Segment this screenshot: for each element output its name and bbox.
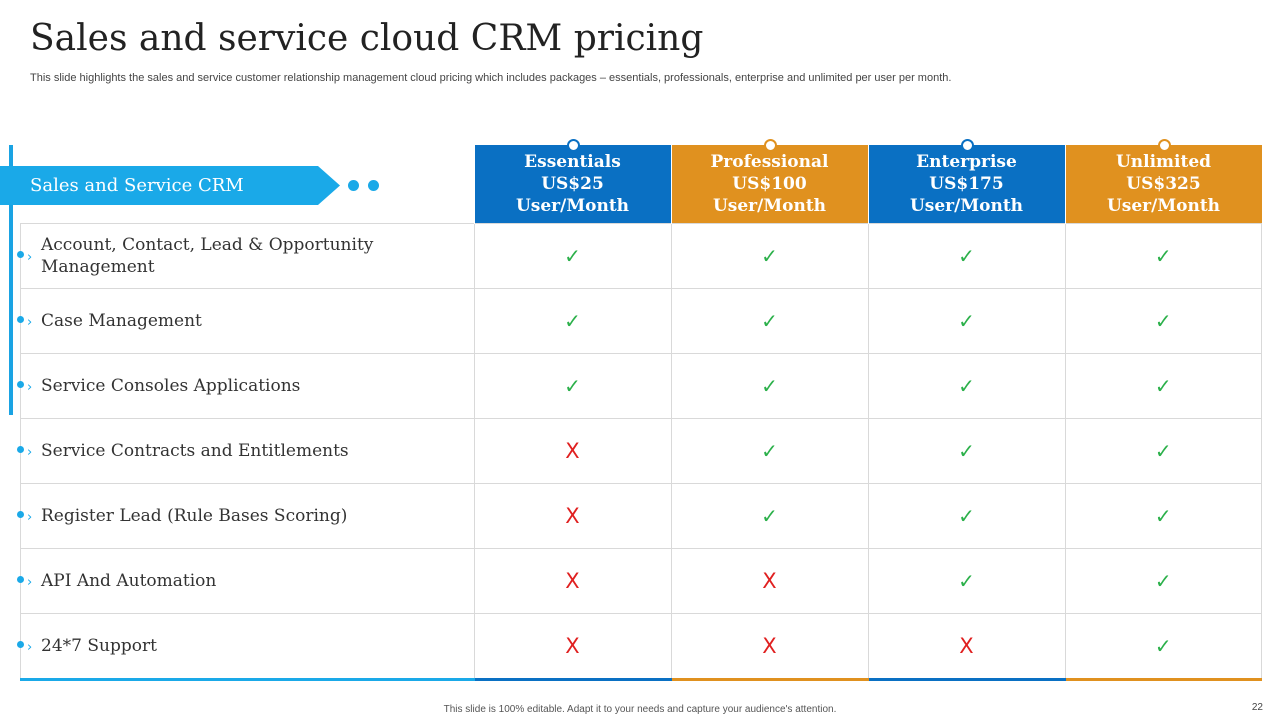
accent-vertical-bar	[9, 145, 13, 415]
plan-name: Unlimited	[1115, 152, 1212, 172]
availability-mark: ✓	[867, 288, 1066, 354]
availability-mark: ✓	[1064, 288, 1262, 354]
feature-label: Service Contracts and Entitlements	[41, 441, 349, 461]
bullet-dot-icon	[17, 576, 24, 583]
bullet-dot-icon	[17, 641, 24, 648]
plan-price: US$25	[541, 174, 604, 194]
pin-icon	[763, 139, 777, 152]
bullet-dot-icon	[17, 381, 24, 388]
pin-icon	[960, 139, 974, 152]
availability-mark: X	[867, 613, 1066, 681]
plan-name: Professional	[710, 152, 829, 172]
feature-cell: › Service Consoles Applications	[17, 353, 475, 419]
feature-label: 24*7 Support	[41, 636, 157, 656]
availability-mark: ✓	[867, 483, 1066, 549]
feature-cell: › API And Automation	[17, 548, 475, 614]
availability-mark: X	[473, 548, 672, 614]
availability-mark: ✓	[867, 418, 1066, 484]
plan-header-unlimited: Unlimited US$325 User/Month	[1064, 139, 1262, 224]
feature-label: Register Lead (Rule Bases Scoring)	[41, 506, 348, 526]
slide-subtitle: This slide highlights the sales and serv…	[30, 72, 952, 84]
availability-mark: ✓	[1064, 353, 1262, 419]
feature-cell: › Case Management	[17, 288, 475, 354]
availability-mark: ✓	[473, 288, 672, 354]
chevron-right-icon: ›	[27, 445, 33, 460]
feature-label: Account, Contact, Lead & Opportunity Man…	[41, 235, 374, 277]
chevron-right-icon: ›	[27, 510, 33, 525]
plan-price: US$175	[929, 174, 1004, 194]
plan-price: US$100	[732, 174, 807, 194]
availability-mark: ✓	[670, 353, 869, 419]
chevron-right-icon: ›	[27, 575, 33, 590]
plan-name: Essentials	[524, 152, 621, 172]
feature-label: API And Automation	[41, 571, 217, 591]
bullet-dot-icon	[17, 316, 24, 323]
slide-title: Sales and service cloud CRM pricing	[30, 18, 704, 59]
availability-mark: ✓	[1064, 483, 1262, 549]
availability-mark: X	[670, 613, 869, 681]
availability-mark: ✓	[867, 548, 1066, 614]
pricing-table: Essentials US$25 User/Month Professional…	[17, 139, 1262, 681]
feature-row: › Service Consoles Applications ✓ ✓ ✓ ✓	[17, 353, 1262, 419]
feature-rows: › Account, Contact, Lead & Opportunity M…	[17, 223, 1262, 681]
feature-row: › Account, Contact, Lead & Opportunity M…	[17, 223, 1262, 289]
chevron-right-icon: ›	[27, 640, 33, 655]
availability-mark: ✓	[670, 418, 869, 484]
pin-icon	[1157, 139, 1171, 152]
availability-mark: X	[473, 613, 672, 681]
availability-mark: ✓	[1064, 418, 1262, 484]
availability-mark: ✓	[670, 483, 869, 549]
availability-mark: ✓	[867, 353, 1066, 419]
bullet-dot-icon	[17, 511, 24, 518]
chevron-right-icon: ›	[27, 250, 33, 265]
availability-mark: X	[473, 483, 672, 549]
page-number: 22	[1251, 702, 1263, 713]
plan-unit: User/Month	[909, 196, 1024, 216]
availability-mark: ✓	[473, 223, 672, 289]
availability-mark: ✓	[670, 288, 869, 354]
feature-cell: › Register Lead (Rule Bases Scoring)	[17, 483, 475, 549]
chevron-right-icon: ›	[27, 315, 33, 330]
feature-cell: › 24*7 Support	[17, 613, 475, 681]
feature-row: › 24*7 Support X X X ✓	[17, 613, 1262, 681]
plan-header-essentials: Essentials US$25 User/Month	[473, 139, 671, 224]
decorative-dot-icon	[348, 180, 359, 191]
banner-label: Sales and Service CRM	[30, 175, 244, 196]
pin-icon	[566, 139, 580, 152]
feature-row: › API And Automation X X ✓ ✓	[17, 548, 1262, 614]
decorative-dot-icon	[368, 180, 379, 191]
bullet-dot-icon	[17, 446, 24, 453]
plan-unit: User/Month	[515, 196, 630, 216]
chevron-right-icon: ›	[27, 380, 33, 395]
availability-mark: ✓	[473, 353, 672, 419]
availability-mark: ✓	[1064, 613, 1262, 681]
plan-header-professional: Professional US$100 User/Month	[670, 139, 868, 224]
plan-header-row: Essentials US$25 User/Month Professional…	[21, 139, 1262, 224]
feature-row: › Register Lead (Rule Bases Scoring) X ✓…	[17, 483, 1262, 549]
plan-unit: User/Month	[1106, 196, 1221, 216]
plan-unit: User/Month	[712, 196, 827, 216]
plan-header-enterprise: Enterprise US$175 User/Month	[867, 139, 1065, 224]
feature-row: › Service Contracts and Entitlements X ✓…	[17, 418, 1262, 484]
feature-cell: › Account, Contact, Lead & Opportunity M…	[17, 223, 475, 289]
feature-label: Service Consoles Applications	[41, 376, 301, 396]
feature-label: Case Management	[41, 311, 202, 331]
section-banner: Sales and Service CRM	[0, 166, 340, 205]
availability-mark: ✓	[867, 223, 1066, 289]
availability-mark: ✓	[1064, 548, 1262, 614]
availability-mark: X	[670, 548, 869, 614]
availability-mark: ✓	[1064, 223, 1262, 289]
plan-name: Enterprise	[916, 152, 1017, 172]
availability-mark: ✓	[670, 223, 869, 289]
feature-cell: › Service Contracts and Entitlements	[17, 418, 475, 484]
bullet-dot-icon	[17, 251, 24, 258]
feature-row: › Case Management ✓ ✓ ✓ ✓	[17, 288, 1262, 354]
plan-price: US$325	[1126, 174, 1201, 194]
footer-note: This slide is 100% editable. Adapt it to…	[443, 704, 837, 715]
availability-mark: X	[473, 418, 672, 484]
